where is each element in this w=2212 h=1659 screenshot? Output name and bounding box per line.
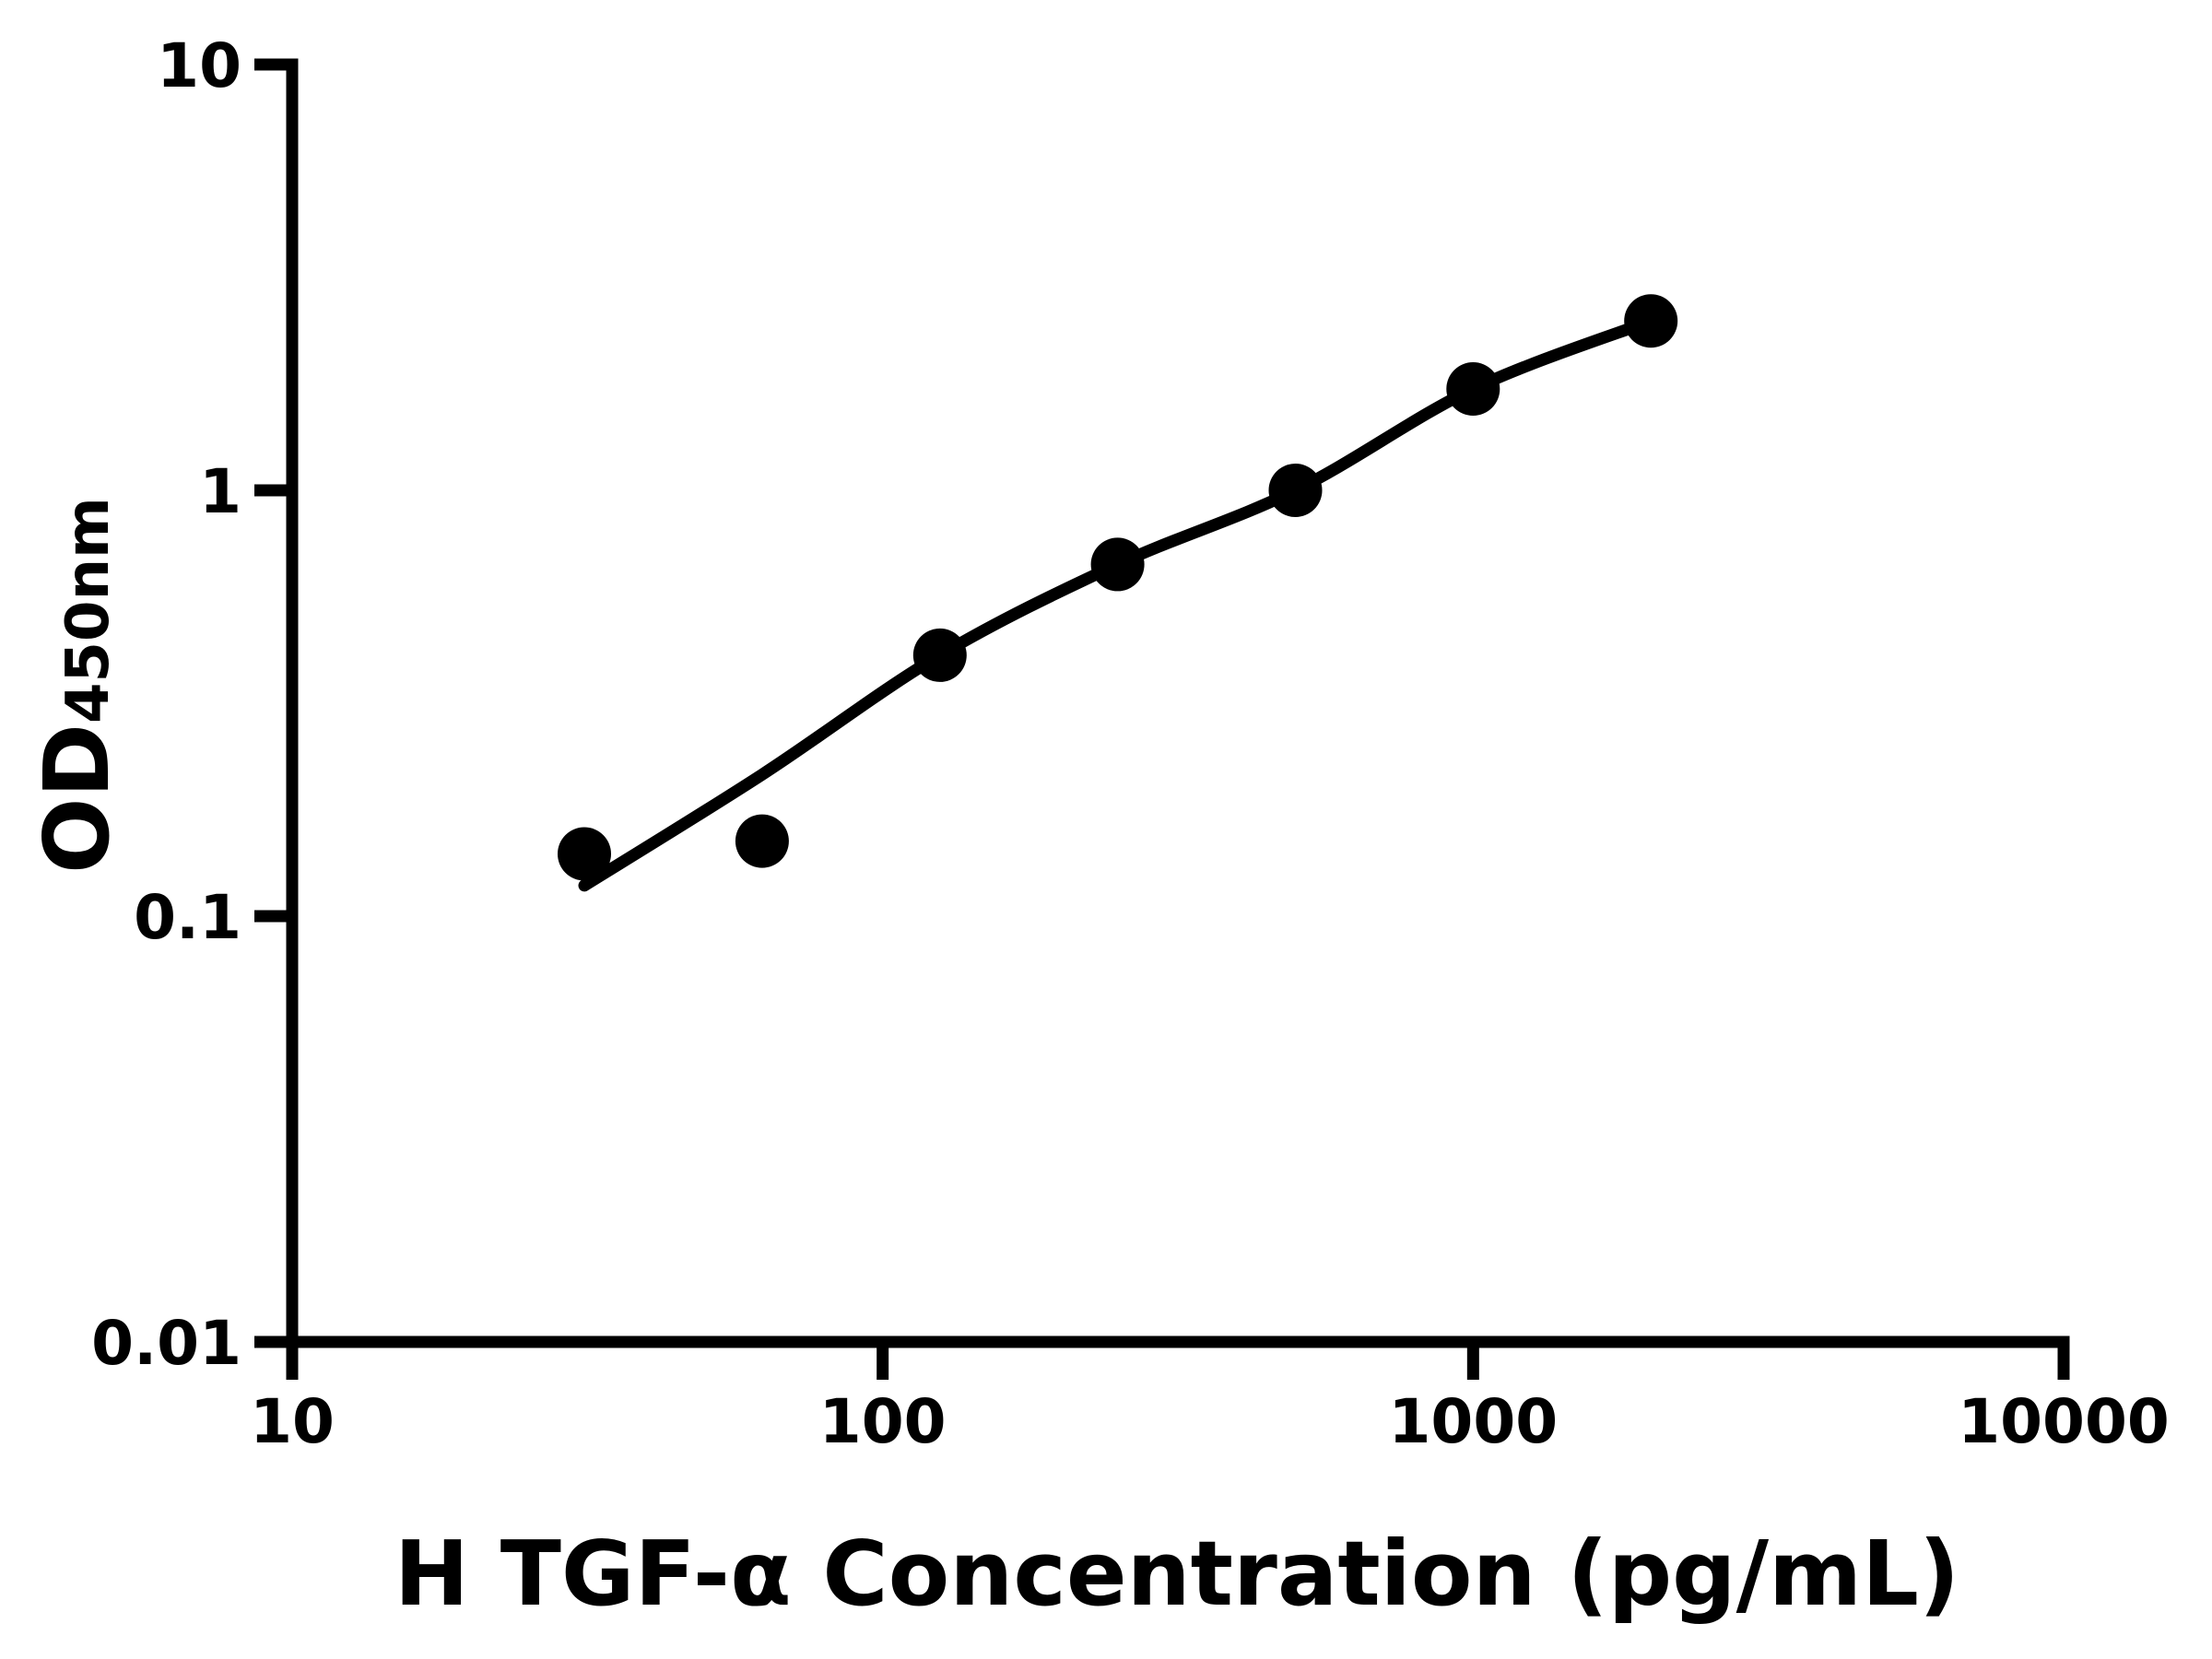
y-tick-label: 0.01 xyxy=(91,1308,241,1379)
x-tick-label: 10000 xyxy=(1958,1386,2170,1457)
x-tick-label: 10 xyxy=(250,1386,335,1457)
data-point-marker xyxy=(1624,294,1678,348)
y-axis-title: OD450nm xyxy=(25,497,129,874)
y-tick-label: 10 xyxy=(157,30,241,101)
axes-layer: 10 100 1000 10000 10 1 0.1 0.01 xyxy=(91,30,2170,1457)
y-tick-label: 1 xyxy=(199,456,241,527)
data-point-marker xyxy=(558,827,611,881)
x-axis-title: H TGF-α Concentration (pg/mL) xyxy=(394,1522,1960,1626)
data-point-marker xyxy=(1268,464,1323,517)
data-point-marker xyxy=(1090,537,1145,592)
y-tick-label: 0.1 xyxy=(134,882,241,953)
y-axis-title-main: OD xyxy=(25,724,129,874)
y-axis-title-sub: 450nm xyxy=(54,497,123,724)
data-points-layer xyxy=(558,294,1678,881)
x-tick-label: 1000 xyxy=(1388,1386,1558,1457)
data-point-marker xyxy=(912,628,967,682)
data-point-marker xyxy=(1446,362,1500,416)
x-tick-label: 100 xyxy=(819,1386,947,1457)
data-point-marker xyxy=(735,814,789,868)
